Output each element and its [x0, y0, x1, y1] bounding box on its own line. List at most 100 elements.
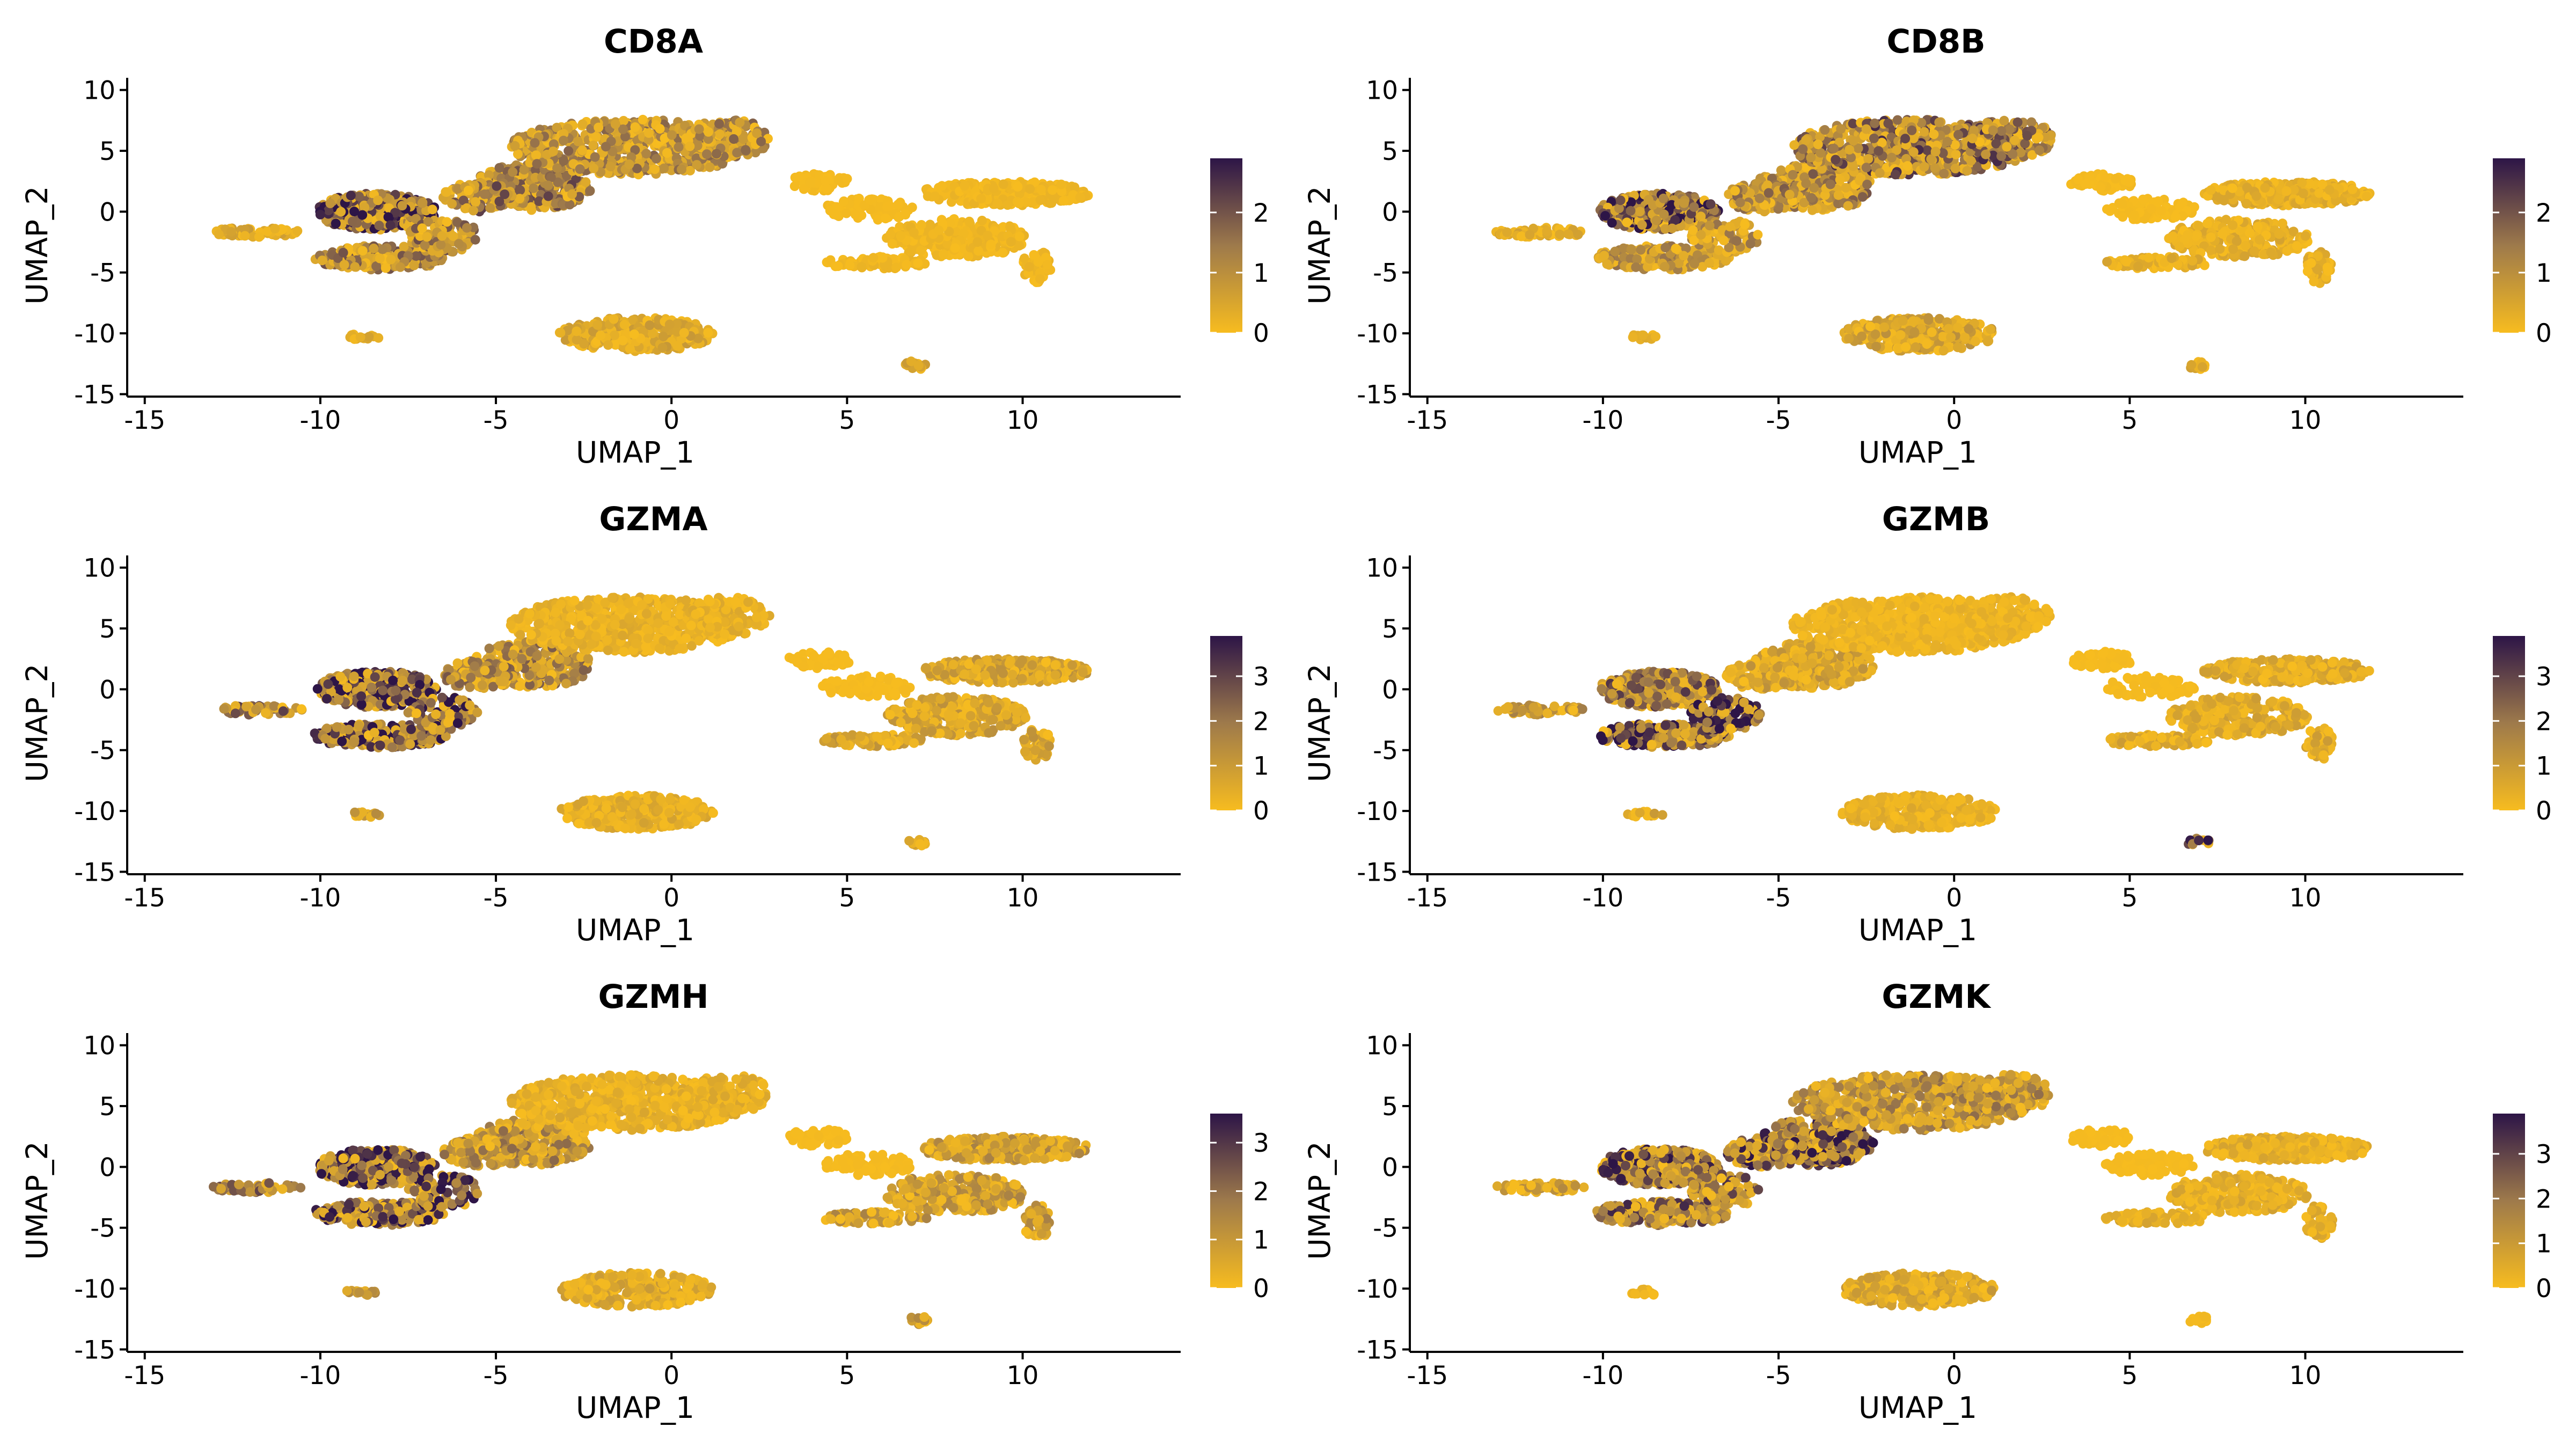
cell-point [645, 320, 655, 330]
cell-point [1845, 144, 1855, 155]
cell-point [1671, 244, 1681, 254]
cell-point [1525, 230, 1535, 240]
cell-point [1863, 154, 1874, 164]
cell-point [1636, 245, 1646, 255]
panel-title: CD8A [604, 23, 703, 61]
cell-point [998, 248, 1008, 258]
cell-point [1689, 202, 1699, 212]
x-axis-label: UMAP_1 [576, 435, 694, 470]
cell-point [703, 328, 713, 338]
cell-point [1807, 205, 1817, 215]
cell-point [420, 240, 430, 250]
y-axis-label: UMAP_2 [20, 186, 54, 305]
cell-point [1869, 133, 1879, 143]
cell-point [548, 147, 558, 157]
cell-point [655, 124, 665, 134]
cell-point [596, 331, 605, 341]
cell-point [508, 167, 518, 177]
cell-point [552, 163, 562, 173]
cell-point [630, 122, 640, 132]
cell-point [226, 226, 236, 237]
cell-point [1861, 124, 1871, 134]
cell-point [1036, 185, 1046, 195]
cell-point [409, 260, 419, 270]
cell-point [704, 127, 713, 137]
cell-point [868, 253, 879, 263]
cell-point [741, 145, 751, 155]
cell-point [1763, 188, 1774, 198]
cell-point [592, 320, 603, 330]
x-tick-label: 10 [1007, 406, 1039, 435]
cell-point [964, 216, 975, 226]
cell-point [833, 261, 843, 271]
cell-point [422, 232, 432, 242]
cell-point [373, 195, 383, 206]
cell-point [857, 262, 867, 272]
cell-point [603, 340, 613, 350]
cell-point [577, 119, 588, 129]
cell-point [865, 194, 875, 204]
cell-point [559, 156, 569, 166]
y-tick-label: 0 [99, 197, 115, 227]
cell-point [1942, 137, 1952, 147]
cell-point [588, 140, 598, 150]
cell-point [1563, 229, 1574, 239]
cell-point [702, 149, 712, 159]
cell-point [1929, 129, 1939, 140]
cell-point [479, 189, 489, 199]
cell-point [1848, 136, 1858, 146]
panel-title: CD8B [1886, 23, 1985, 61]
cell-point [715, 129, 725, 140]
cell-point [913, 258, 923, 268]
cell-point [806, 178, 816, 188]
cell-point [891, 262, 902, 273]
cell-point [714, 119, 724, 129]
cell-point [543, 191, 553, 201]
cell-point [270, 224, 280, 234]
cell-point [331, 218, 341, 229]
cell-point [515, 185, 525, 195]
legend-tick-label: 1 [1253, 259, 1269, 288]
color-bar [1210, 158, 1242, 333]
cell-point [790, 172, 800, 182]
y-tick-label: 10 [83, 76, 115, 106]
cell-point [1798, 144, 1808, 154]
cell-point [1735, 197, 1745, 208]
cell-point [662, 148, 672, 158]
cell-point [1806, 152, 1816, 163]
cell-point [1862, 179, 1872, 189]
cell-point [577, 145, 587, 156]
cell-point [845, 260, 855, 270]
cell-point [1015, 231, 1024, 241]
cell-point [346, 191, 356, 201]
cell-point [214, 229, 224, 239]
cell-point [526, 205, 537, 215]
cell-point [1892, 115, 1902, 125]
legend-tick-label: 2 [1253, 199, 1269, 228]
cell-point [896, 231, 906, 241]
cell-point [1934, 117, 1944, 127]
cell-point [1753, 230, 1763, 240]
cell-point [1808, 169, 1818, 179]
cell-point [1902, 161, 1913, 171]
cell-point [610, 330, 620, 340]
cell-point [1635, 207, 1645, 217]
cell-point [1679, 198, 1689, 208]
cell-point [1014, 240, 1024, 251]
cell-point [1651, 215, 1662, 225]
y-tick-label: 5 [99, 137, 115, 166]
cell-point [510, 141, 520, 151]
cell-point [989, 184, 999, 193]
cell-point [658, 331, 669, 341]
cell-point [350, 262, 360, 272]
cell-point [907, 202, 917, 213]
cell-point [877, 253, 888, 263]
cell-point [567, 189, 577, 199]
cell-point [1930, 147, 1941, 157]
cell-point [1014, 199, 1024, 209]
cell-point [470, 235, 480, 245]
cell-point [983, 230, 993, 240]
cell-point [644, 128, 654, 138]
cell-point [1725, 222, 1735, 232]
cell-point [972, 237, 983, 247]
